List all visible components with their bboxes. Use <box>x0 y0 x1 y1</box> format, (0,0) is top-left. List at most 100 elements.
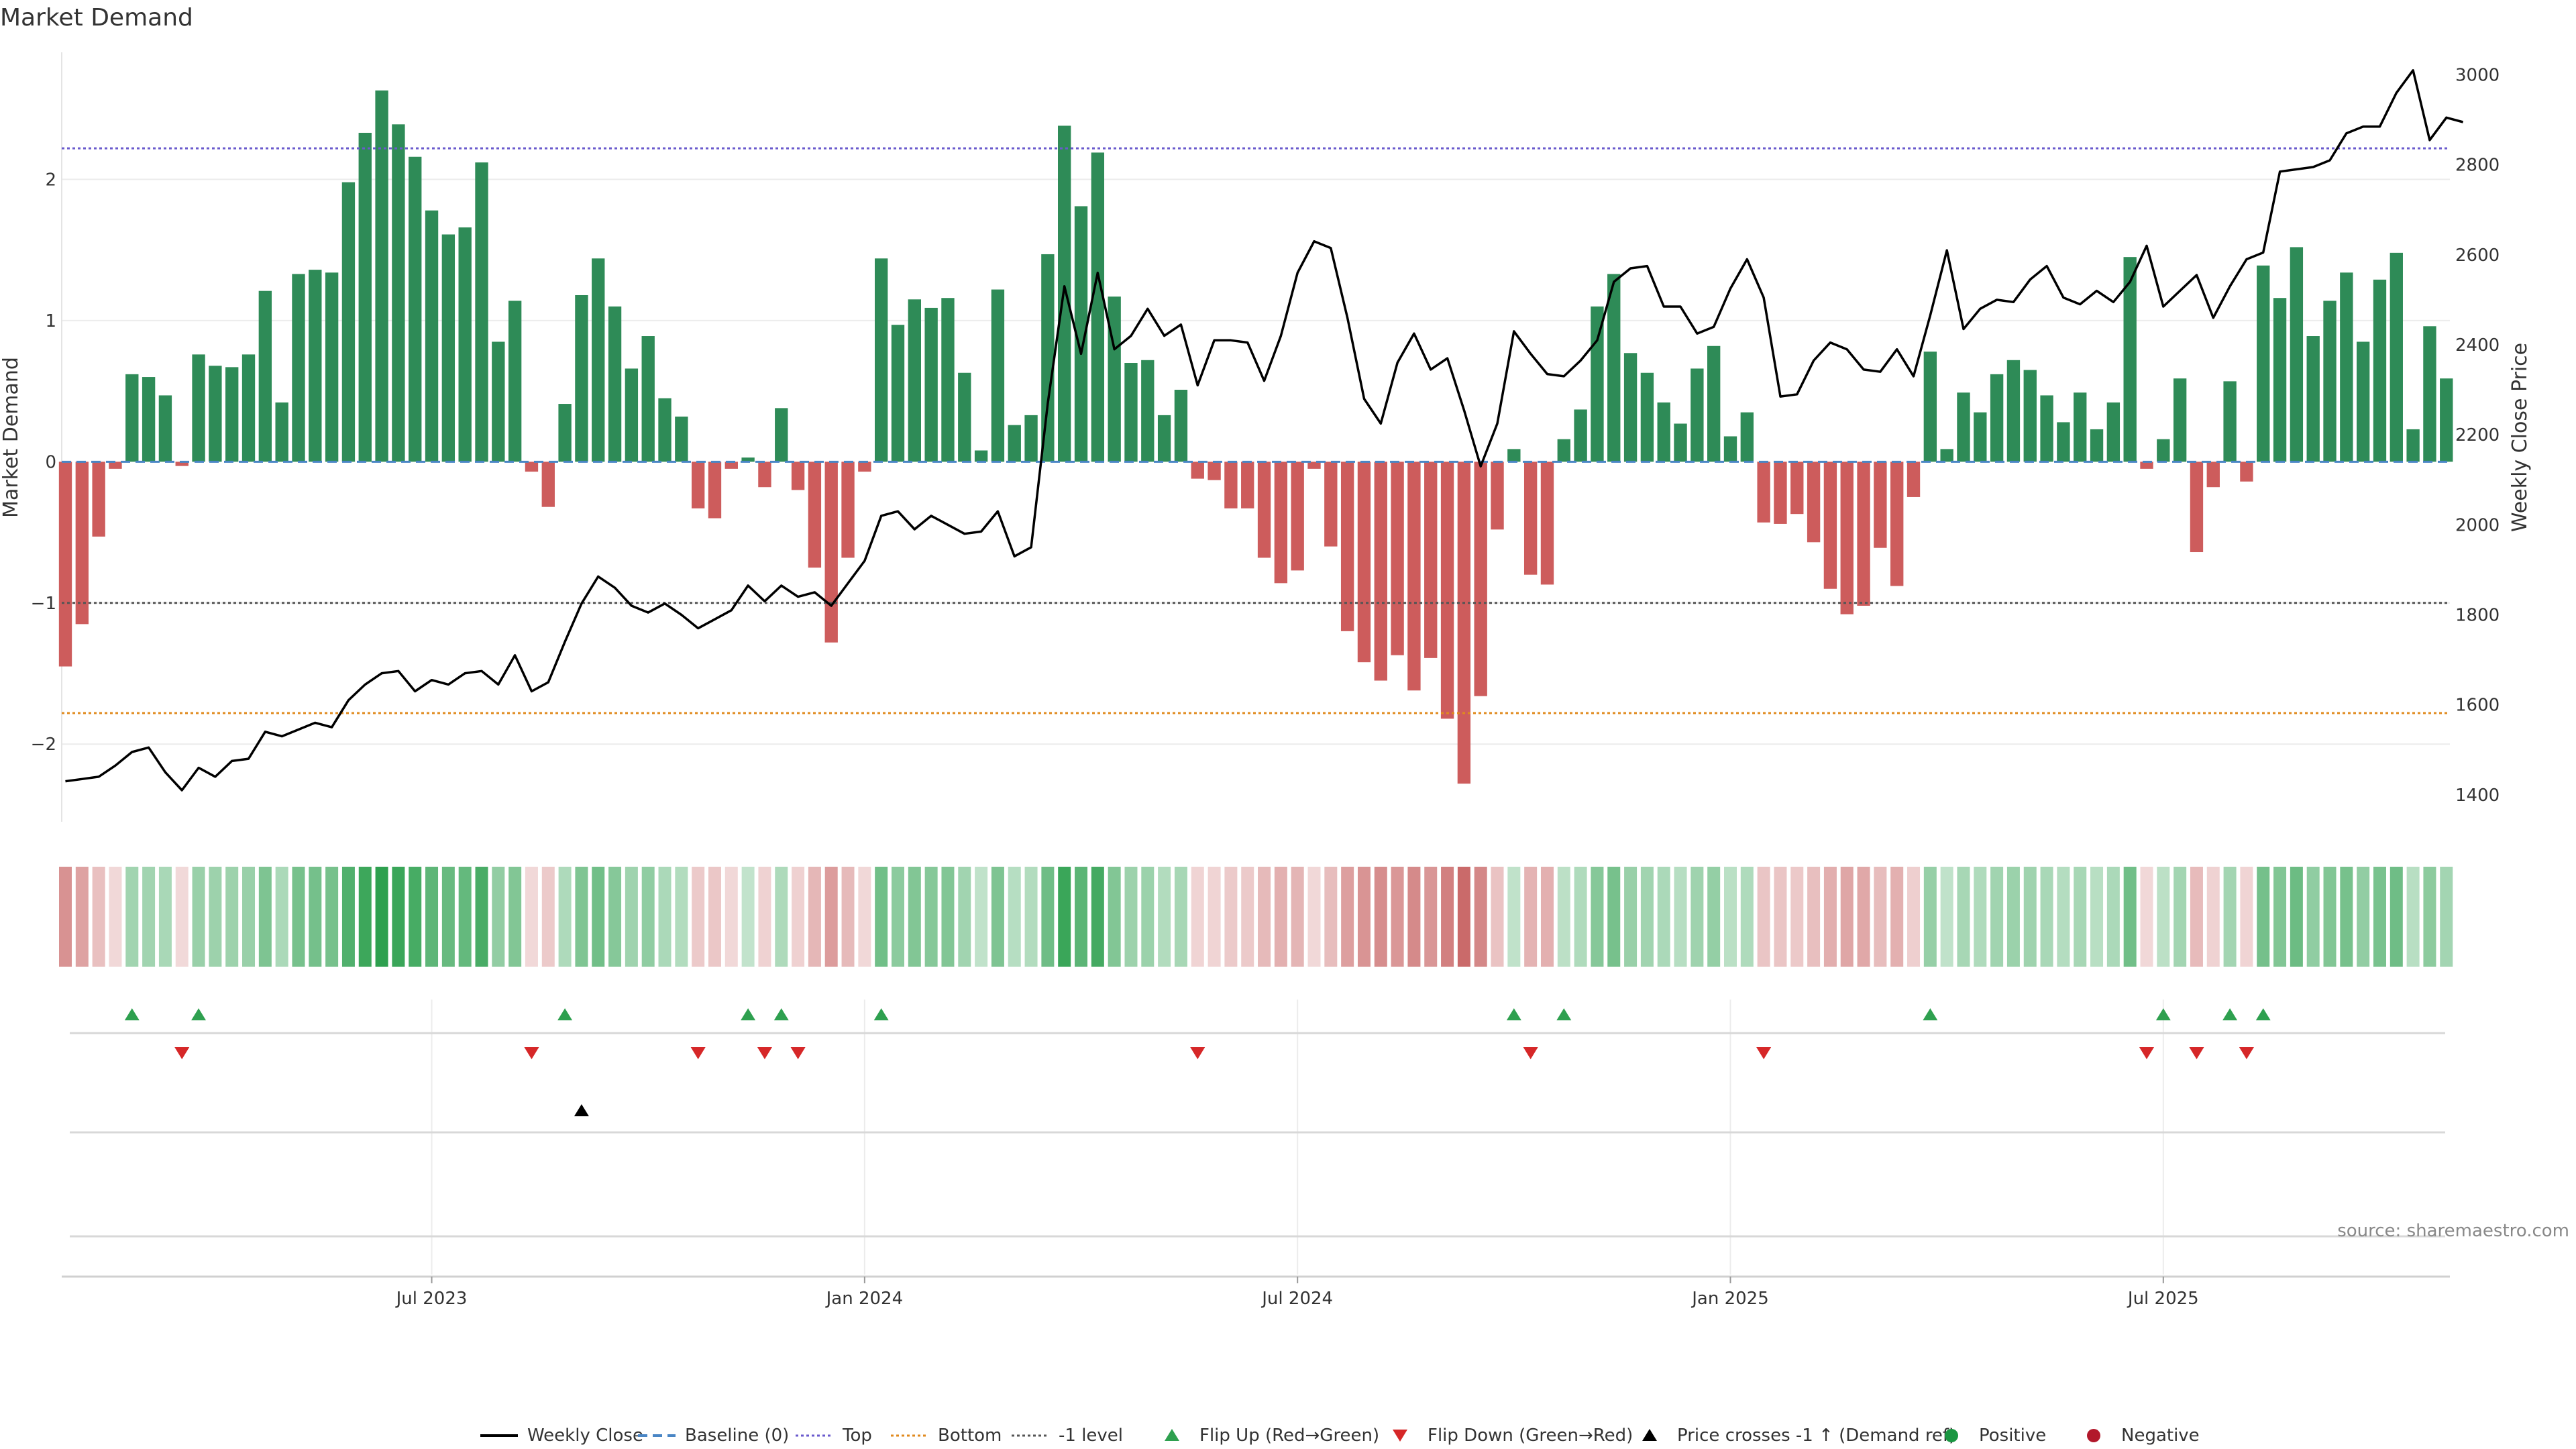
demand-bar <box>1374 462 1387 681</box>
demand-bar <box>924 307 938 462</box>
flip-down-marker <box>1190 1047 1205 1059</box>
heat-cell <box>558 867 572 967</box>
legend-item: -1 level <box>1012 1426 1123 1446</box>
heat-cell <box>2440 867 2453 967</box>
demand-bar <box>1857 462 1870 606</box>
heat-cell <box>708 867 721 967</box>
demand-bar <box>625 368 639 462</box>
heat-cell <box>458 867 472 967</box>
demand-bar <box>2074 392 2087 462</box>
heat-cell <box>2257 867 2270 967</box>
demand-bar <box>392 124 405 462</box>
legend-item: Positive <box>1945 1426 2046 1446</box>
demand-bar <box>258 290 272 462</box>
heat-cell <box>908 867 921 967</box>
demand-bar <box>2323 301 2337 462</box>
demand-bar <box>458 227 472 462</box>
left-tick-label: 1 <box>45 311 56 331</box>
demand-bar <box>2390 252 2403 462</box>
heat-cell <box>341 867 355 967</box>
demand-bar <box>541 462 555 507</box>
demand-bar <box>1091 152 1105 462</box>
demand-bar <box>292 274 305 462</box>
heat-cell <box>1474 867 1487 967</box>
heat-cell <box>92 867 105 967</box>
legend-label: Baseline (0) <box>685 1426 789 1446</box>
heat-cell <box>2373 867 2386 967</box>
flip-up-marker <box>191 1008 207 1020</box>
legend-label: -1 level <box>1059 1426 1123 1446</box>
left-tick-label: −1 <box>31 594 56 614</box>
heat-cell <box>508 867 522 967</box>
heat-cell <box>1990 867 2004 967</box>
demand-bar <box>974 450 988 462</box>
demand-bar <box>708 462 722 519</box>
legend-label: Flip Down (Green→Red) <box>1428 1426 1633 1446</box>
demand-bar <box>1707 345 1721 462</box>
legend-glyph <box>1642 1429 1657 1441</box>
demand-bar <box>1757 462 1770 523</box>
demand-bar <box>2106 402 2121 462</box>
heat-cell <box>2106 867 2120 967</box>
demand-bar <box>1574 409 1587 462</box>
demand-bar <box>658 398 672 462</box>
legend-label: Weekly Close <box>527 1426 643 1446</box>
left-tick-label: 0 <box>45 452 56 472</box>
heat-cell <box>1491 867 1504 967</box>
demand-bar <box>841 462 855 558</box>
demand-bar <box>1807 462 1821 543</box>
demand-bar <box>858 462 871 472</box>
heat-cell <box>325 867 339 967</box>
demand-bar <box>58 462 72 667</box>
legend-label: Top <box>842 1426 872 1446</box>
heat-cell <box>692 867 705 967</box>
x-tick-label: Jul 2024 <box>1260 1289 1333 1309</box>
heat-cell <box>975 867 988 967</box>
heat-cell <box>2140 867 2153 967</box>
demand-bar <box>1523 462 1538 575</box>
heat-cell <box>658 867 672 967</box>
demand-bar <box>2240 462 2253 482</box>
heat-cell <box>125 867 139 967</box>
flip-up-marker <box>2222 1008 2238 1020</box>
demand-bar <box>1940 449 1953 462</box>
demand-bar <box>724 462 738 469</box>
left-axis-label: Market Demand <box>0 357 23 518</box>
heat-cell <box>59 867 72 967</box>
heat-cell <box>2273 867 2287 967</box>
demand-bar <box>1790 462 1804 515</box>
legend-label: Positive <box>1979 1426 2046 1446</box>
demand-bar <box>675 416 688 462</box>
demand-bar <box>341 182 356 462</box>
heat-cell <box>1441 867 1454 967</box>
demand-bar <box>775 408 788 462</box>
heat-cell <box>1058 867 1071 967</box>
heat-cell <box>142 867 156 967</box>
heat-cell <box>292 867 305 967</box>
demand-bar <box>1108 297 1121 462</box>
flip-down-marker <box>757 1047 772 1059</box>
demand-bar <box>641 336 655 462</box>
demand-bar <box>209 366 222 462</box>
heat-cell <box>1008 867 1021 967</box>
heat-cell <box>1774 867 1787 967</box>
legend-label: Flip Up (Red→Green) <box>1199 1426 1379 1446</box>
heat-cell <box>2123 867 2137 967</box>
heat-cell <box>1391 867 1404 967</box>
demand-bar <box>2257 265 2270 462</box>
demand-bar <box>1407 462 1421 691</box>
demand-bar <box>1874 462 1887 548</box>
right-tick-label: 2000 <box>2455 515 2500 535</box>
demand-bar <box>1157 415 1171 462</box>
heat-cell <box>1224 867 1238 967</box>
heat-cell <box>2157 867 2170 967</box>
heat-strip <box>59 867 2453 967</box>
demand-bar <box>75 462 89 625</box>
flip-up-marker <box>741 1008 756 1020</box>
demand-bar <box>508 301 522 462</box>
legend-glyph <box>2087 1429 2100 1442</box>
legend-item: Weekly Close <box>480 1426 643 1446</box>
demand-bar <box>592 258 605 462</box>
flip-down-marker <box>790 1047 806 1059</box>
legend-item: Bottom <box>891 1426 1002 1446</box>
